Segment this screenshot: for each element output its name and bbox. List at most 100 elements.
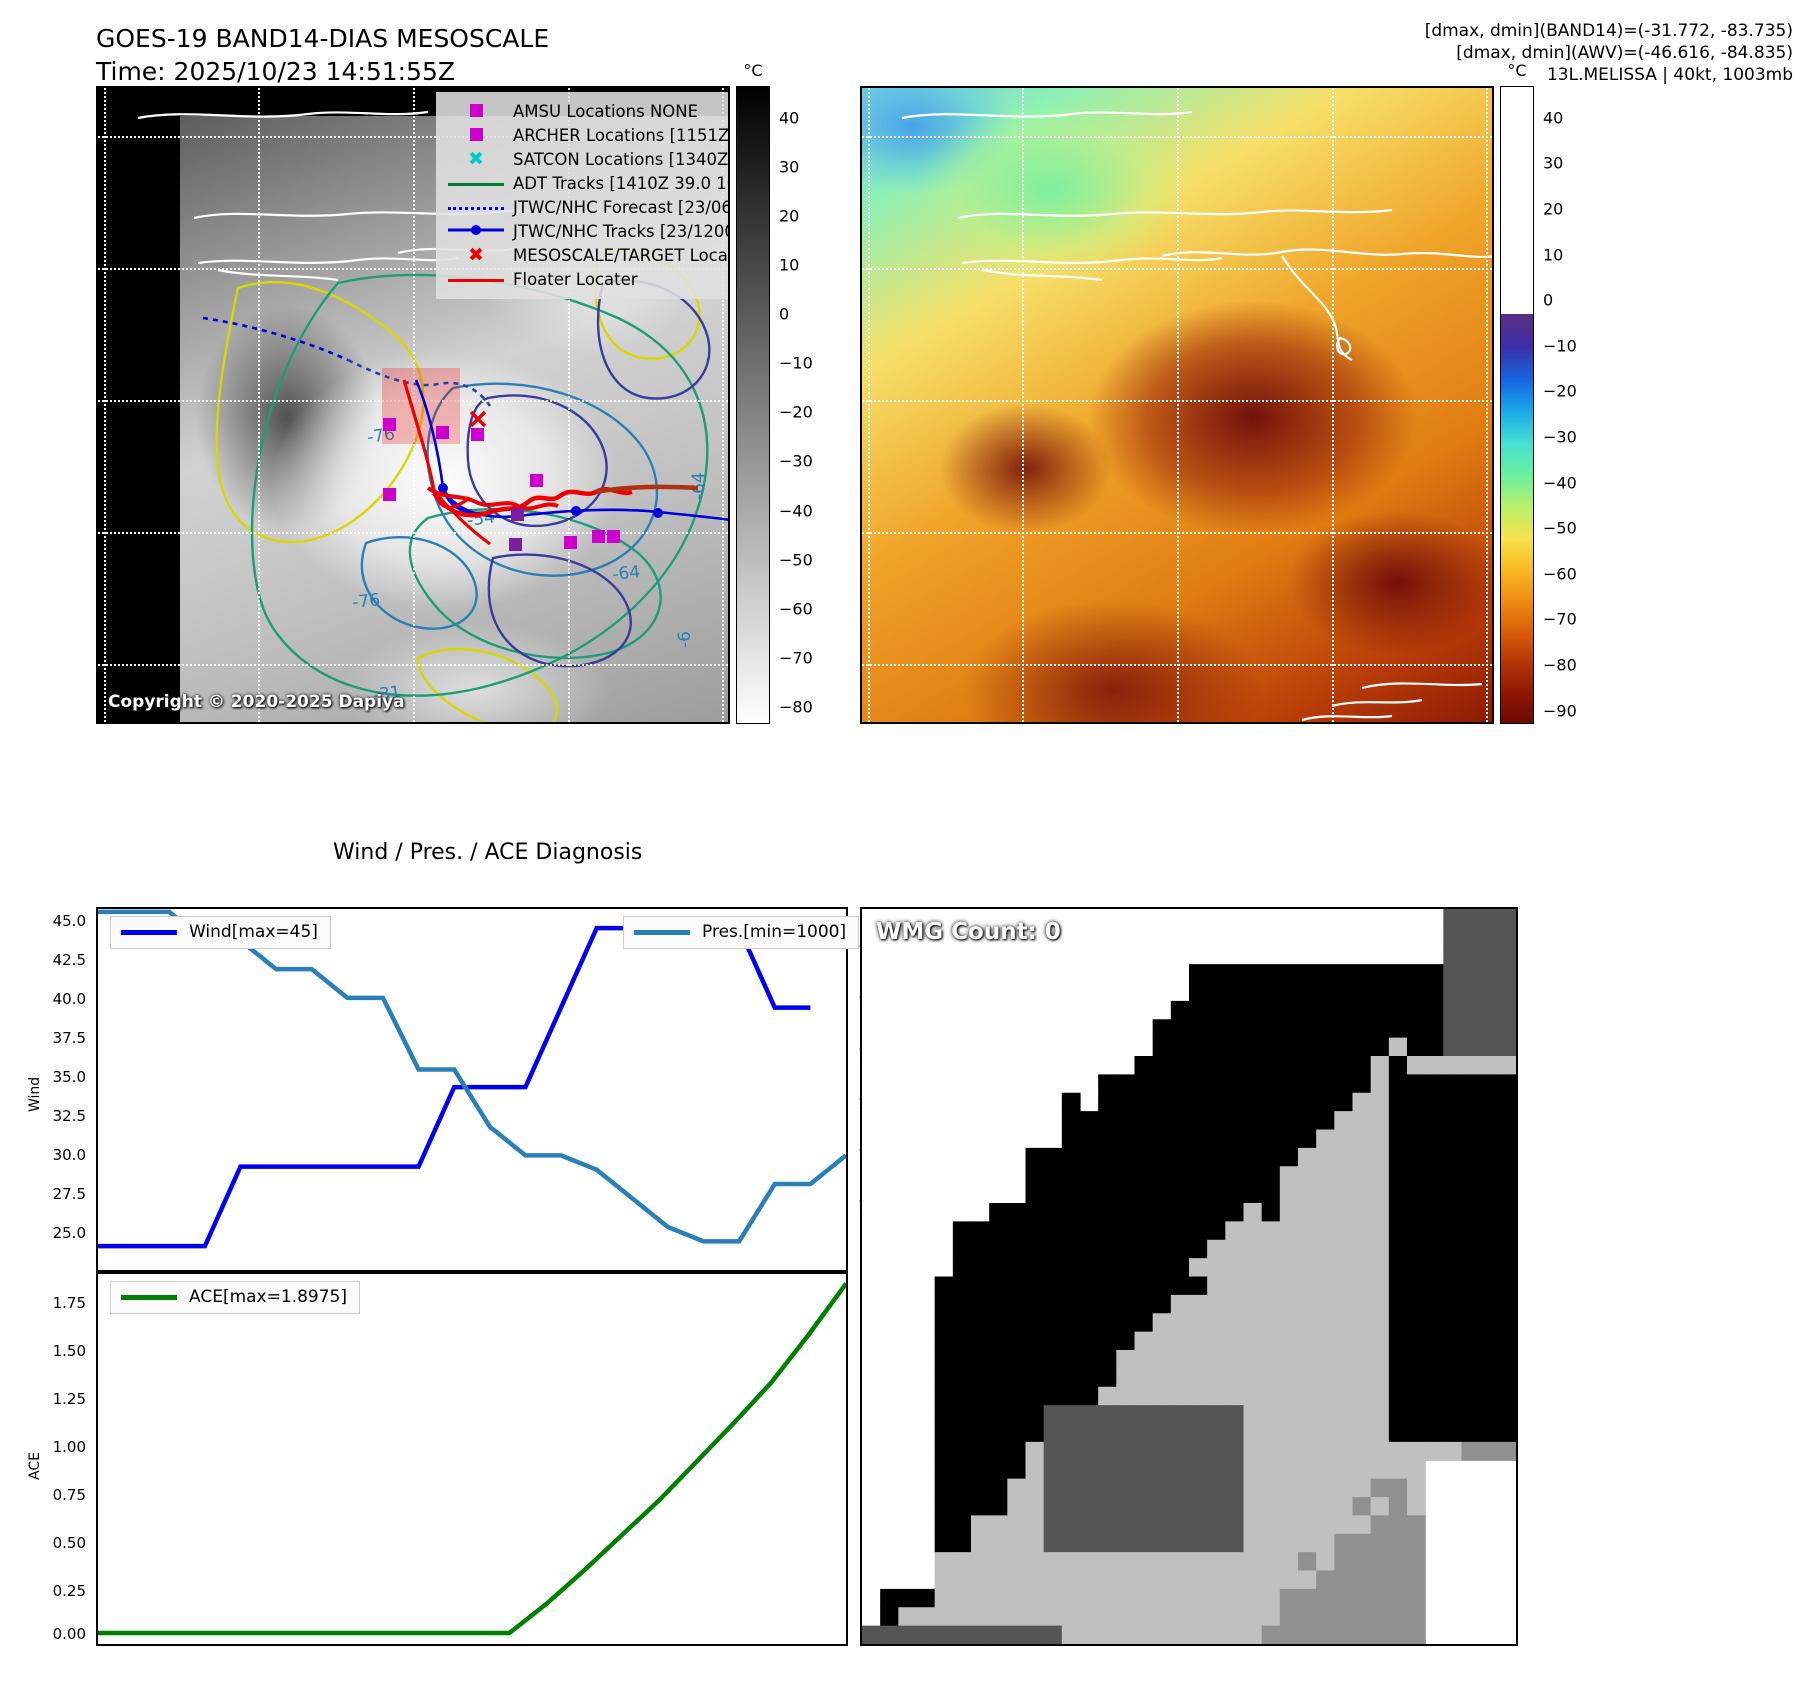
awv-cbar-tick-20: 20 (1543, 199, 1564, 219)
archer-location-marker (383, 488, 396, 501)
wind-ytick-30: 30.0 (52, 1146, 86, 1164)
archer-location-marker (436, 426, 449, 439)
legend-row-floater: Floater Locater (446, 267, 728, 291)
awv-colorbar-gradient (1500, 86, 1534, 724)
awv-minmax: [dmax, dmin](AWV)=(-46.616, -84.835) (1456, 43, 1793, 63)
storm-summary: 13L.MELISSA | 40kt, 1003mb (1546, 65, 1793, 85)
awv-cbar-tick-0: 0 (1543, 290, 1554, 310)
awv-gridline-lon-72 (1486, 88, 1488, 722)
ace-axis-label: ACE (27, 1452, 43, 1480)
gridline-lon-72 (722, 88, 724, 722)
awv-gridline-lon-80 (868, 88, 870, 722)
ir-cbar-tick-m10: −10 (779, 353, 813, 373)
awv-cbar-tick-m70: −70 (1543, 609, 1577, 629)
title-line: GOES-19 BAND14-DIAS MESOSCALE (96, 24, 550, 53)
archer-location-marker (530, 474, 543, 487)
copyright-notice: Copyright © 2020-2025 Dapiya (108, 692, 405, 712)
ir-cbar-tick-m60: −60 (779, 599, 813, 619)
ir-lon-tick-78w: 78°W (236, 722, 280, 724)
awv-gridline-lon-78 (1022, 88, 1024, 722)
timestamp-line: Time: 2025/10/23 14:51:55Z (96, 57, 455, 86)
legend-row-satcon: ✖ SATCON Locations [1340Z 40 1000] (446, 147, 728, 171)
ace-ytick-1.00: 1.00 (52, 1438, 86, 1456)
satcon-x-icon: ✖ (468, 147, 484, 170)
legend-label-archer: ARCHER Locations [1151Z] (513, 125, 730, 145)
legend-label-tracks: JTWC/NHC Tracks [23/1200Z] (513, 221, 730, 241)
ir-lat-tick-20n: 20°N (96, 127, 98, 146)
wind-ytick-45: 45.0 (52, 912, 86, 930)
mesoscale-target-marker (469, 410, 487, 428)
contour-label: -64 (689, 472, 709, 500)
awv-cbar-tick-m40: −40 (1543, 473, 1577, 493)
legend-label-adt: ADT Tracks [1410Z 39.0 1000.6] (513, 173, 728, 193)
pressure-legend-label: Pres.[min=1000] (702, 922, 847, 942)
ace-chart[interactable] (96, 1272, 848, 1646)
archer-location-marker (592, 530, 605, 543)
wind-ytick-32.5: 32.5 (52, 1107, 86, 1125)
ir-lon-tick-74w: 74°W (546, 722, 590, 724)
jtwc-forecast-track (202, 316, 349, 362)
archer-marker-icon (446, 123, 506, 147)
legend-row-adt: ADT Tracks [1410Z 39.0 1000.6] (446, 171, 728, 195)
wind-ytick-27.5: 27.5 (52, 1185, 86, 1203)
forecast-dotted-line-icon (446, 195, 506, 219)
ir-colorbar: °C 40 30 20 10 0 −10 −20 −30 −40 −50 −60… (736, 61, 813, 724)
ir-no-data-region (98, 88, 180, 722)
pressure-legend: Pres.[min=1000] (623, 916, 860, 949)
jtwc-track (414, 379, 445, 489)
storm-track-overlay (202, 316, 728, 551)
awv-satellite-map[interactable]: 20°N 18°N 16°N 14°N 12°N 80°W 78°W 76°W … (860, 86, 1494, 724)
wind-legend: Wind[max=45] (110, 916, 331, 949)
awv-cbar-tick-10: 10 (1543, 245, 1564, 265)
adt-line-icon (446, 171, 506, 195)
jtwc-forecast-track (347, 358, 492, 407)
awv-cbar-tick-m60: −60 (1543, 564, 1577, 584)
ir-map-legend: AMSU Locations NONE ARCHER Locations [11… (436, 92, 730, 299)
ir-colorbar-gradient (736, 86, 770, 724)
awv-lat-tick-18n: 18°N (860, 259, 862, 278)
jtwc-track-point (571, 506, 581, 516)
amsu-marker-icon (446, 99, 506, 123)
wind-pressure-chart[interactable] (96, 907, 848, 1272)
wmg-map[interactable]: WMG Count: 0 (860, 907, 1518, 1646)
archer-location-marker (383, 418, 396, 431)
wind-ytick-25: 25.0 (52, 1224, 86, 1242)
wmg-cells (862, 909, 1516, 1644)
ir-lon-tick-72w: 72°W (700, 722, 730, 724)
awv-cbar-tick-m30: −30 (1543, 427, 1577, 447)
ir-cbar-tick-m20: −20 (779, 402, 813, 422)
jtwc-track-point (438, 483, 448, 493)
ir-cbar-tick-m40: −40 (779, 501, 813, 520)
awv-gridline-lon-74 (1332, 88, 1334, 722)
gridline-lon-74 (568, 88, 570, 722)
ace-legend: ACE[max=1.8975] (110, 1281, 360, 1314)
archer-location-marker (471, 428, 484, 441)
wind-pressure-plot-area (98, 909, 846, 1249)
archer-location-marker (511, 508, 524, 521)
legend-row-amsu: AMSU Locations NONE (446, 99, 728, 123)
awv-cbar-tick-m50: −50 (1543, 518, 1577, 538)
awv-colorbar: °C 40 30 20 10 0 −10 −20 −30 −40 −50 −60… (1500, 61, 1577, 724)
archer-location-marker (607, 530, 620, 543)
contour-label: -64 (611, 562, 641, 585)
awv-lat-tick-12n: 12°N (860, 655, 862, 674)
diagnosis-title: Wind / Pres. / ACE Diagnosis (333, 840, 643, 865)
awv-cbar-tick-m90: −90 (1543, 701, 1577, 721)
ir-satellite-map[interactable]: -54 -64 -76 -64 -6 -76 -31 (96, 86, 730, 724)
wind-ytick-37.5: 37.5 (52, 1029, 86, 1047)
ir-cbar-tick-40: 40 (779, 108, 800, 128)
floater-locater-track (402, 379, 471, 510)
mesoscale-x-icon: ✖ (468, 243, 484, 266)
ir-lat-tick-18n: 18°N (96, 259, 98, 278)
gridline-lon-80 (104, 88, 106, 722)
ir-cbar-tick-m30: −30 (779, 451, 813, 471)
awv-lon-tick-74w: 74°W (1310, 722, 1354, 724)
ir-lon-tick-76w: 76°W (391, 722, 435, 724)
ir-lon-tick-80w: 80°W (96, 722, 126, 724)
ir-cbar-tick-20: 20 (779, 206, 800, 226)
wind-legend-line-icon (121, 929, 177, 935)
ir-lat-tick-14n: 14°N (96, 523, 98, 542)
ir-colorbar-title: °C (743, 61, 763, 80)
ir-cbar-tick-10: 10 (779, 255, 800, 275)
awv-lat-tick-16n: 16°N (860, 391, 862, 410)
